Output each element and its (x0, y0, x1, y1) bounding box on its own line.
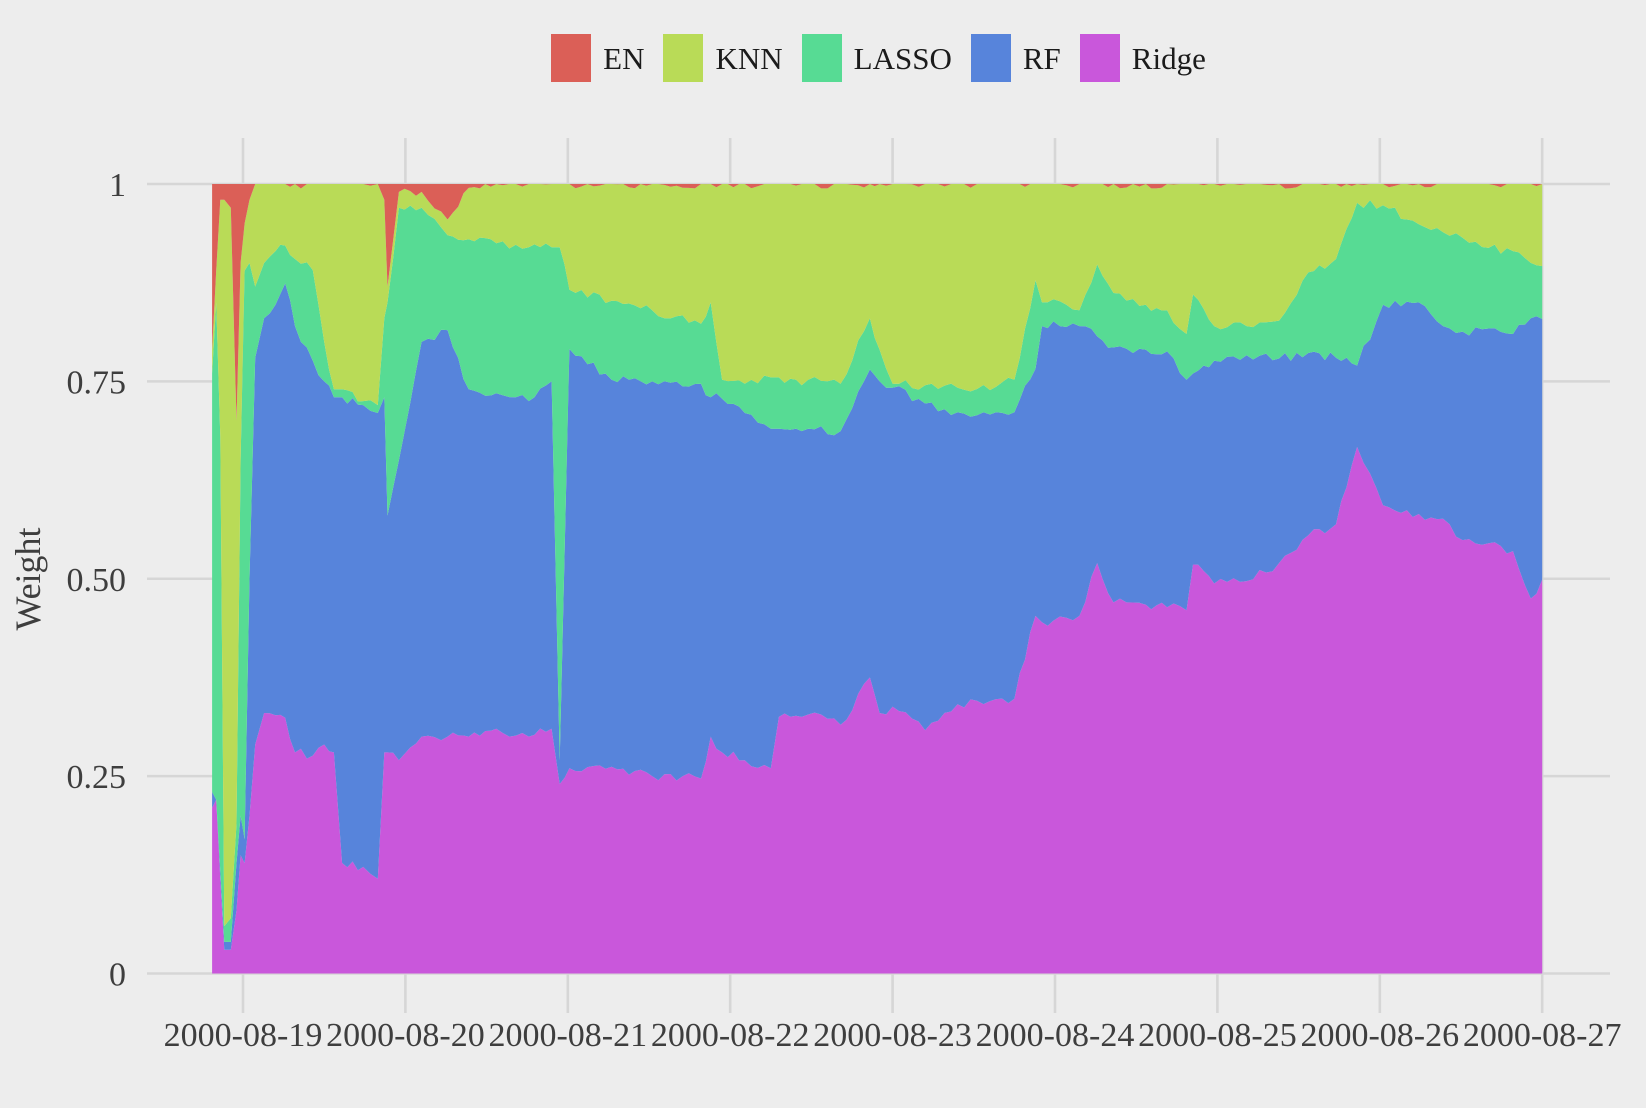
area-ridge (212, 446, 1543, 974)
x-tick-label: 2000-08-21 (488, 1017, 647, 1054)
x-tick-label: 2000-08-22 (651, 1017, 810, 1054)
legend-swatch-lasso (801, 34, 842, 82)
y-tick-label: 0.50 (67, 562, 127, 599)
legend-label: LASSO (853, 40, 952, 76)
legend-label: Ridge (1131, 40, 1206, 76)
x-tick-label: 2000-08-19 (164, 1017, 323, 1054)
legend-swatch-rf (970, 34, 1011, 82)
y-tick-label: 0.75 (67, 364, 127, 401)
x-tick-label: 2000-08-20 (326, 1017, 485, 1054)
legend-item-ridge: Ridge (1079, 34, 1206, 82)
legend-item-en: EN (551, 34, 644, 82)
y-tick-label: 0.25 (67, 759, 127, 796)
area-lasso (212, 200, 1543, 942)
legend-swatch-knn (663, 34, 704, 82)
x-tick-label: 2000-08-25 (1138, 1017, 1297, 1054)
y-tick-label: 0 (109, 957, 126, 994)
legend-label: KNN (715, 40, 783, 76)
legend-label: RF (1022, 40, 1061, 76)
legend-item-lasso: LASSO (801, 34, 952, 82)
x-tick-label: 2000-08-24 (976, 1017, 1135, 1054)
legend-item-knn: KNN (663, 34, 783, 82)
legend: EN KNN LASSO RF Ridge (147, 34, 1610, 82)
x-tick-label: 2000-08-27 (1463, 1017, 1622, 1054)
legend-item-rf: RF (970, 34, 1061, 82)
x-tick-label: 2000-08-26 (1300, 1017, 1459, 1054)
legend-swatch-ridge (1079, 34, 1120, 82)
area-rf (212, 283, 1543, 950)
legend-swatch-en (551, 34, 592, 82)
legend-label: EN (603, 40, 645, 76)
area-knn (212, 184, 1543, 927)
x-tick-label: 2000-08-23 (813, 1017, 972, 1054)
y-tick-label: 1 (109, 167, 126, 204)
y-axis-title: Weight (8, 527, 48, 630)
